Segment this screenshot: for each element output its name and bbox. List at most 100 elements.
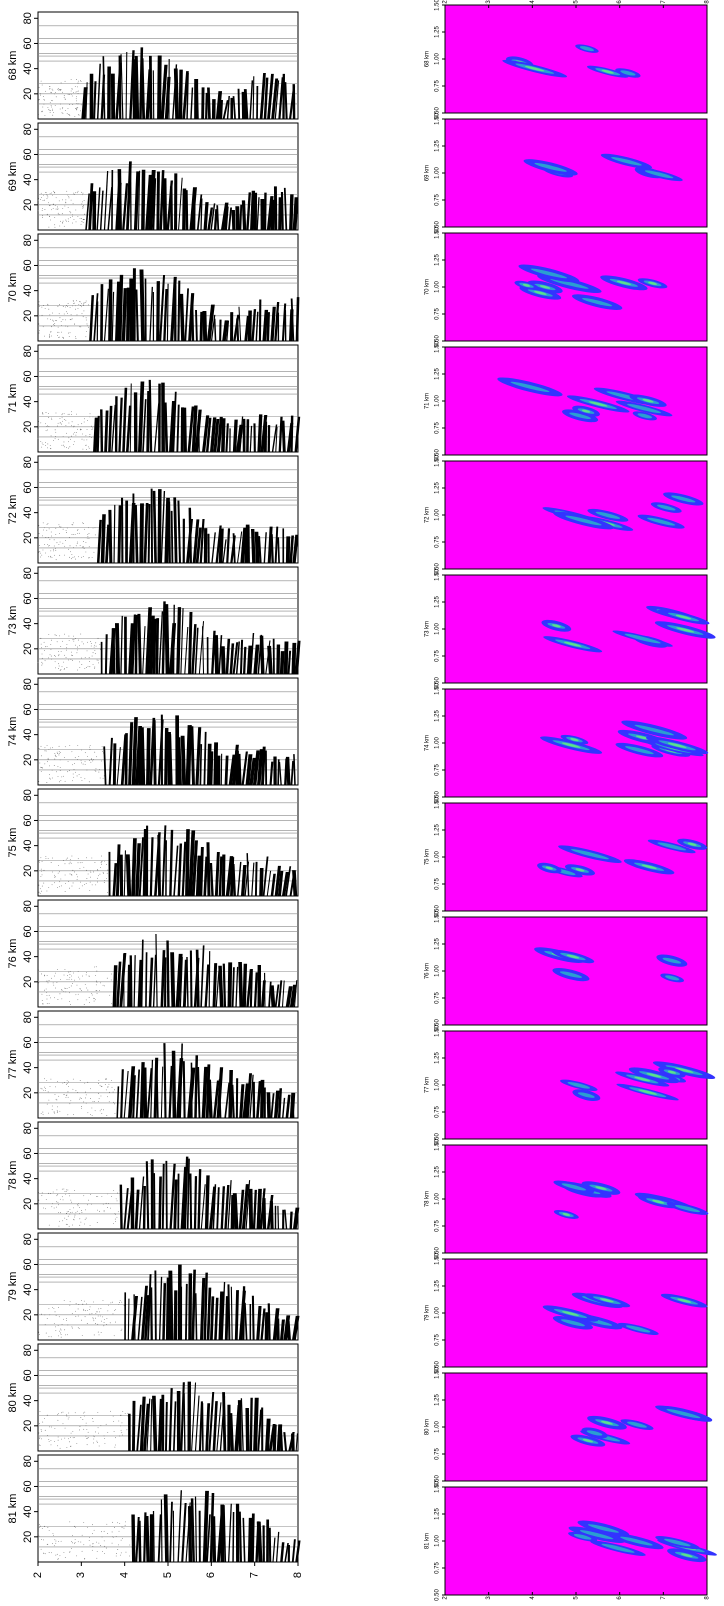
wiggle	[249, 425, 253, 452]
noise-dot	[89, 557, 90, 559]
noise-dot	[64, 969, 66, 970]
noise-dot	[78, 756, 80, 758]
wiggle	[272, 638, 275, 674]
noise-dot	[71, 780, 73, 782]
noise-dot	[56, 208, 58, 210]
noise-dot	[62, 91, 64, 93]
noise-dot	[57, 438, 59, 440]
noise-dot	[57, 655, 59, 657]
noise-dot	[40, 422, 42, 424]
wiggle	[120, 615, 123, 674]
wiggle	[180, 407, 185, 452]
noise-dot	[103, 1325, 105, 1327]
wiggle	[168, 1388, 173, 1451]
noise-dot	[84, 764, 86, 766]
noise-dot	[85, 317, 87, 319]
semblance-blob	[581, 409, 591, 413]
noise-dot	[62, 640, 63, 642]
noise-dot	[56, 1201, 57, 1203]
wiggle	[111, 404, 116, 452]
noise-dot	[48, 887, 50, 889]
wiggle	[237, 88, 241, 119]
noise-dot	[106, 977, 108, 979]
noise-dot	[50, 417, 52, 419]
noise-dot	[59, 770, 61, 772]
noise-dot	[74, 757, 76, 759]
noise-dot	[91, 993, 93, 994]
wiggle	[146, 825, 149, 896]
noise-dot	[67, 771, 69, 773]
wiggle	[122, 387, 128, 452]
semblance-blob	[611, 157, 642, 166]
noise-dot	[76, 90, 78, 92]
wiggle	[131, 717, 138, 785]
y-tick-label: 0.50	[435, 1247, 441, 1259]
noise-dot	[40, 857, 42, 859]
wiggle	[153, 1173, 156, 1229]
wiggle	[164, 604, 170, 674]
noise-dot	[79, 545, 81, 546]
semblance-blob	[534, 290, 547, 295]
noise-dot	[60, 82, 62, 84]
noise-dot	[71, 1313, 73, 1314]
wiggle	[146, 1398, 151, 1451]
noise-dot	[108, 1083, 110, 1085]
noise-dot	[39, 330, 40, 332]
noise-dot	[57, 1325, 59, 1326]
wiggle	[286, 1321, 291, 1340]
noise-dot	[71, 1540, 73, 1542]
noise-dot	[75, 98, 77, 100]
noise-dot	[38, 114, 39, 115]
wiggle	[229, 428, 231, 452]
wiggle	[226, 320, 230, 341]
wiggle	[140, 939, 144, 1007]
noise-dot	[55, 1540, 57, 1542]
noise-dot	[73, 1207, 74, 1209]
noise-dot	[93, 644, 95, 646]
noise-dot	[41, 1438, 42, 1440]
wiggle	[134, 504, 139, 563]
x-tick-label: 4	[530, 0, 536, 4]
noise-dot	[83, 439, 85, 441]
wiggle	[289, 535, 294, 563]
noise-dot	[38, 1527, 40, 1528]
noise-dot	[46, 194, 48, 196]
noise-dot	[86, 1429, 88, 1431]
y-tick-label: 60	[22, 814, 34, 826]
noise-dot	[63, 974, 65, 976]
noise-dot	[61, 1324, 63, 1325]
wiggle	[164, 957, 167, 1007]
semblance-blob	[562, 1311, 579, 1316]
noise-dot	[65, 201, 67, 203]
noise-dot	[53, 984, 55, 986]
noise-dot	[65, 883, 66, 885]
noise-dot	[66, 1213, 68, 1215]
noise-dot	[85, 551, 87, 553]
noise-dot	[81, 657, 83, 659]
semblance-blob	[666, 1409, 701, 1419]
noise-dot	[72, 214, 73, 216]
wiggle	[290, 298, 295, 341]
wiggle	[149, 286, 153, 341]
noise-dot	[57, 1445, 59, 1447]
wiggle	[255, 311, 259, 341]
noise-dot	[61, 414, 63, 416]
wiggle	[260, 1308, 266, 1340]
noise-dot	[66, 975, 68, 977]
noise-dot	[71, 885, 73, 887]
noise-dot	[46, 761, 48, 763]
wiggle	[145, 952, 148, 1007]
semblance-blob	[644, 170, 674, 179]
noise-dot	[41, 1430, 42, 1432]
y-tick-label: 0.50	[435, 335, 441, 347]
noise-dot	[44, 989, 45, 991]
noise-dot	[67, 108, 69, 109]
wiggle	[280, 1542, 285, 1562]
noise-dot	[54, 323, 56, 325]
noise-dot	[40, 637, 42, 639]
noise-dot	[114, 1527, 115, 1528]
wiggle	[133, 955, 136, 1007]
wiggle	[108, 279, 113, 341]
noise-dot	[98, 662, 99, 664]
noise-dot	[37, 1092, 39, 1094]
